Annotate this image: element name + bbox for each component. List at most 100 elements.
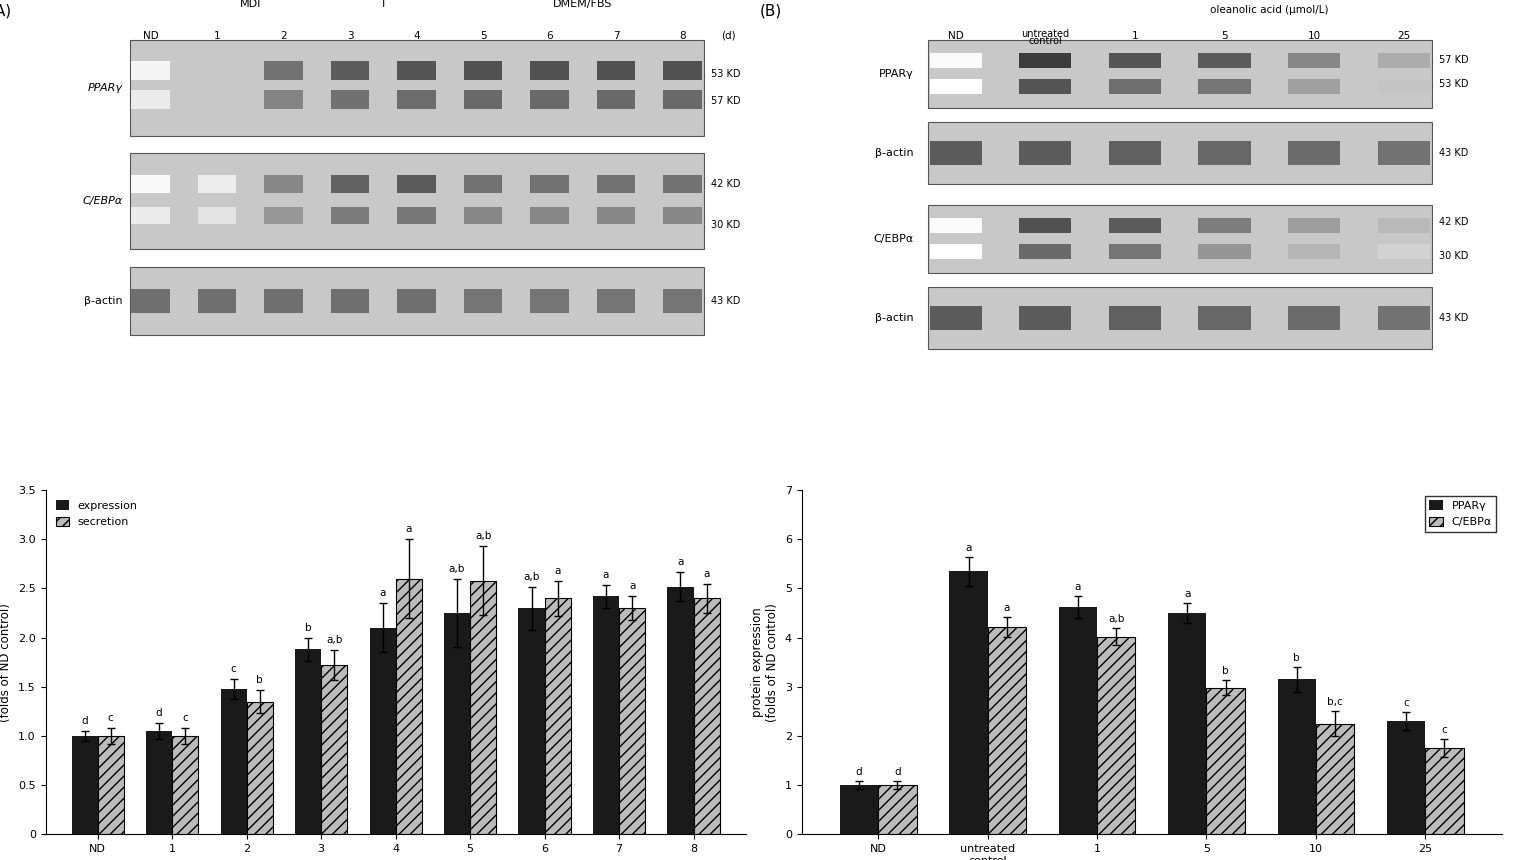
- Bar: [1198, 218, 1250, 233]
- Bar: [97, 736, 124, 834]
- Bar: [1377, 306, 1431, 330]
- Text: 30 KD: 30 KD: [710, 220, 740, 230]
- Bar: [197, 207, 237, 224]
- Bar: [988, 627, 1025, 834]
- Bar: [197, 175, 237, 193]
- Text: ND: ND: [143, 31, 158, 41]
- Bar: [596, 207, 636, 224]
- Text: a: a: [554, 566, 561, 575]
- Bar: [146, 731, 171, 834]
- Text: 25: 25: [1397, 31, 1411, 41]
- Bar: [132, 289, 170, 313]
- Text: b,c: b,c: [1327, 697, 1343, 708]
- Bar: [331, 61, 369, 80]
- Bar: [1288, 52, 1341, 68]
- Text: a: a: [1074, 582, 1082, 593]
- Bar: [596, 175, 636, 193]
- Text: c: c: [108, 713, 114, 723]
- Bar: [1288, 244, 1341, 259]
- Text: d: d: [894, 767, 901, 777]
- Bar: [531, 207, 569, 224]
- Bar: [464, 175, 502, 193]
- Bar: [663, 89, 702, 109]
- Bar: [397, 175, 435, 193]
- Text: 57 KD: 57 KD: [1438, 55, 1468, 65]
- Bar: [1198, 141, 1250, 165]
- Bar: [1288, 79, 1341, 94]
- Text: (d): (d): [721, 31, 736, 41]
- Bar: [197, 89, 237, 109]
- Bar: [247, 702, 273, 834]
- Text: 8: 8: [680, 31, 686, 41]
- Text: untreated: untreated: [1021, 29, 1069, 40]
- Bar: [1315, 723, 1355, 834]
- Text: I: I: [382, 0, 385, 9]
- Text: 5: 5: [1221, 31, 1227, 41]
- Bar: [667, 587, 693, 834]
- Bar: [397, 207, 435, 224]
- Bar: [1377, 141, 1431, 165]
- Text: 53 KD: 53 KD: [710, 69, 740, 79]
- Text: c: c: [231, 664, 237, 674]
- Text: 43 KD: 43 KD: [710, 296, 740, 306]
- Bar: [464, 289, 502, 313]
- Bar: [396, 579, 422, 834]
- Bar: [928, 40, 1432, 108]
- Bar: [1198, 306, 1250, 330]
- Text: 4: 4: [413, 31, 420, 41]
- Bar: [322, 665, 347, 834]
- Bar: [531, 289, 569, 313]
- Bar: [1059, 607, 1097, 834]
- Bar: [1019, 218, 1071, 233]
- Bar: [132, 89, 170, 109]
- Text: 42 KD: 42 KD: [1438, 217, 1468, 227]
- Bar: [331, 175, 369, 193]
- Bar: [197, 61, 237, 80]
- Bar: [171, 736, 199, 834]
- Text: a: a: [602, 569, 610, 580]
- Bar: [663, 61, 702, 80]
- Bar: [930, 218, 981, 233]
- Bar: [930, 306, 981, 330]
- Bar: [397, 89, 435, 109]
- Text: MDI: MDI: [240, 0, 261, 9]
- Bar: [1377, 79, 1431, 94]
- Text: a: a: [379, 588, 385, 599]
- Bar: [1198, 52, 1250, 68]
- Bar: [1288, 141, 1341, 165]
- Bar: [397, 289, 435, 313]
- Text: 2: 2: [281, 31, 287, 41]
- Bar: [1426, 748, 1464, 834]
- Text: b: b: [256, 675, 262, 685]
- Bar: [1206, 688, 1245, 834]
- Bar: [264, 89, 303, 109]
- Bar: [264, 289, 303, 313]
- Text: oleanolic acid (μmol/L): oleanolic acid (μmol/L): [1211, 5, 1329, 15]
- Bar: [1288, 218, 1341, 233]
- Bar: [928, 205, 1432, 273]
- Bar: [930, 52, 981, 68]
- Bar: [663, 175, 702, 193]
- Text: 1: 1: [214, 31, 220, 41]
- Bar: [1109, 244, 1161, 259]
- Bar: [619, 608, 645, 834]
- Bar: [840, 785, 878, 834]
- Text: a: a: [1004, 603, 1010, 613]
- Bar: [1198, 244, 1250, 259]
- Text: (A): (A): [0, 4, 12, 19]
- Bar: [129, 267, 704, 335]
- Bar: [370, 628, 396, 834]
- Text: a: a: [405, 525, 411, 534]
- Bar: [1019, 244, 1071, 259]
- Bar: [1377, 218, 1431, 233]
- Text: 30 KD: 30 KD: [1438, 251, 1468, 261]
- Bar: [470, 580, 496, 834]
- Text: a,b: a,b: [326, 636, 343, 646]
- Text: d: d: [82, 716, 88, 726]
- Bar: [264, 175, 303, 193]
- Text: d: d: [856, 767, 863, 777]
- Bar: [1109, 141, 1161, 165]
- Text: a,b: a,b: [523, 572, 540, 581]
- Y-axis label: protein expression
(folds of ND control): protein expression (folds of ND control): [751, 603, 780, 722]
- Bar: [1109, 218, 1161, 233]
